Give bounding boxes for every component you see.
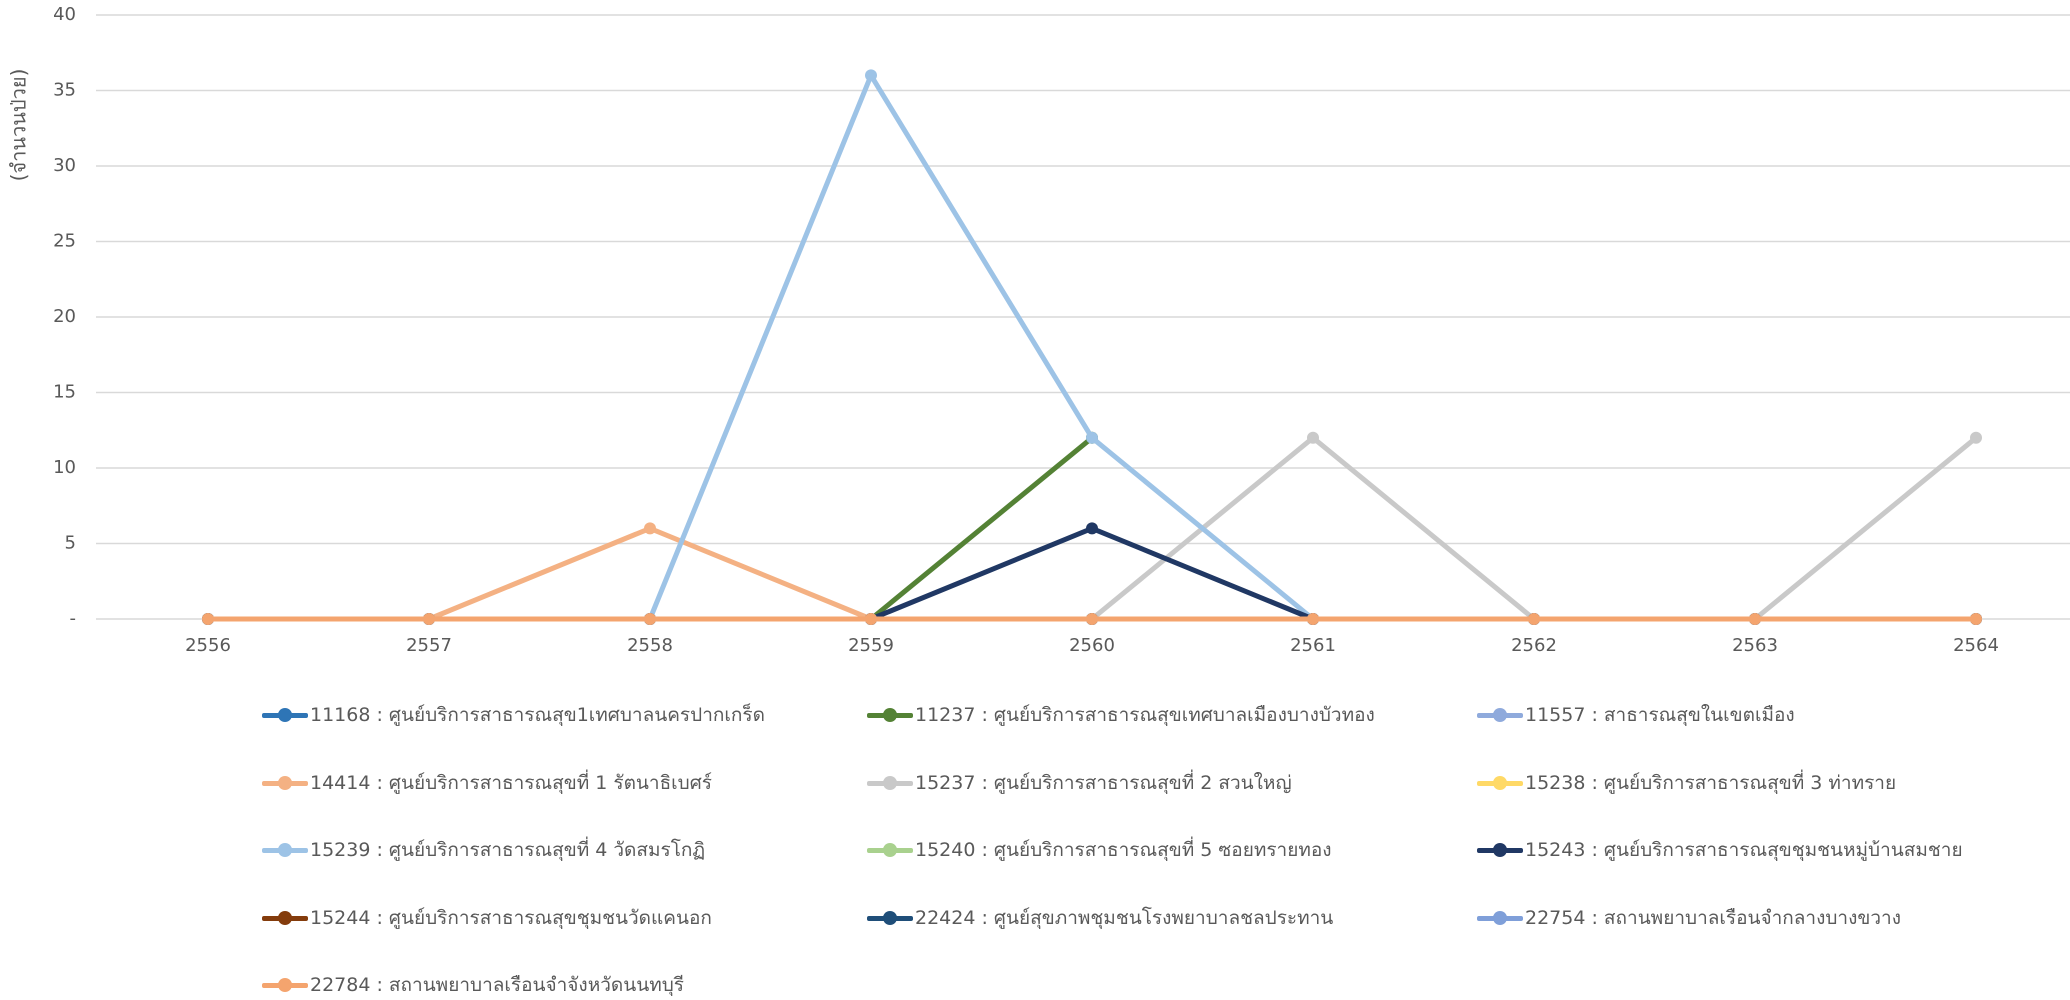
legend-swatch bbox=[262, 775, 308, 790]
legend-swatch bbox=[1477, 843, 1523, 857]
y-tick-label: 15 bbox=[53, 382, 76, 403]
legend-swatch bbox=[262, 910, 308, 925]
data-point bbox=[644, 522, 656, 535]
legend-label: 11237 : ศูนย์บริการสาธารณสุขเทศบาลเมืองบ… bbox=[915, 704, 1375, 726]
legend-item: 11168 : ศูนย์บริการสาธารณสุข1เทศบาลนครปา… bbox=[262, 700, 765, 730]
legend-label: 22754 : สถานพยาบาลเรือนจำกลางบางขวาง bbox=[1525, 906, 1901, 929]
x-axis-ticks: 2556 2557 2558 2559 2560 2561 2562 2563 2564 bbox=[185, 635, 1999, 656]
legend-label: 15238 : ศูนย์บริการสาธารณสุขที่ 3 ท่าทรา… bbox=[1525, 771, 1897, 794]
y-tick-label: 10 bbox=[53, 457, 76, 478]
y-tick-label: 30 bbox=[53, 155, 76, 176]
legend-label: 15244 : ศูนย์บริการสาธารณสุขชุมชนวัดแคนอ… bbox=[310, 906, 712, 929]
x-tick-label: 2557 bbox=[406, 635, 452, 656]
series-4 bbox=[1086, 431, 1982, 625]
legend-swatch bbox=[1477, 775, 1523, 790]
legend-label: 14414 : ศูนย์บริการสาธารณสุขที่ 1 รัตนาธ… bbox=[310, 771, 713, 794]
line-chart: - 5 10 15 20 25 30 35 40 2556 2557 2558 2559 2560 256… bbox=[7, 4, 2070, 656]
legend-item: 15238 : ศูนย์บริการสาธารณสุขที่ 3 ท่าทรา… bbox=[1477, 768, 1896, 798]
data-point bbox=[865, 69, 877, 82]
y-axis-ticks: - 5 10 15 20 25 30 35 40 bbox=[53, 4, 76, 629]
legend-item: 22754 : สถานพยาบาลเรือนจำกลางบางขวาง bbox=[1477, 903, 1901, 933]
legend-label: 22784 : สถานพยาบาลเรือนจำจังหวัดนนทบุรี bbox=[310, 974, 684, 996]
x-tick-label: 2560 bbox=[1069, 635, 1115, 656]
legend-swatch bbox=[867, 708, 913, 722]
legend-label: 15243 : ศูนย์บริการสาธารณสุขชุมชนหมู่บ้า… bbox=[1525, 839, 1963, 861]
data-point bbox=[1086, 522, 1098, 535]
legend-swatch bbox=[867, 843, 913, 857]
x-tick-label: 2556 bbox=[185, 635, 231, 656]
data-point bbox=[1307, 613, 1319, 625]
data-point bbox=[644, 613, 656, 625]
data-point bbox=[1970, 431, 1982, 444]
y-tick-label: - bbox=[70, 608, 77, 629]
gridlines bbox=[96, 14, 2070, 620]
series-line bbox=[647, 72, 1316, 622]
y-tick-label: 25 bbox=[53, 231, 76, 252]
series-line bbox=[1089, 435, 1979, 622]
legend-item: 15240 : ศูนย์บริการสาธารณสุขที่ 5 ซอยทรา… bbox=[867, 835, 1332, 865]
series-12 bbox=[202, 613, 1982, 625]
legend-swatch bbox=[262, 843, 308, 857]
x-tick-label: 2561 bbox=[1290, 635, 1336, 656]
data-point bbox=[865, 613, 877, 625]
legend-label: 15239 : ศูนย์บริการสาธารณสุขที่ 4 วัดสมร… bbox=[310, 839, 706, 861]
y-tick-label: 20 bbox=[53, 306, 76, 327]
legend-item: 15243 : ศูนย์บริการสาธารณสุขชุมชนหมู่บ้า… bbox=[1477, 835, 1963, 865]
legend-label: 15240 : ศูนย์บริการสาธารณสุขที่ 5 ซอยทรา… bbox=[915, 839, 1332, 861]
series-lines bbox=[202, 69, 1982, 625]
y-tick-label: 35 bbox=[53, 80, 76, 101]
x-tick-label: 2564 bbox=[1953, 635, 1999, 656]
legend-label: 11168 : ศูนย์บริการสาธารณสุข1เทศบาลนครปา… bbox=[310, 704, 765, 726]
legend-item: 11237 : ศูนย์บริการสาธารณสุขเทศบาลเมืองบ… bbox=[867, 700, 1375, 730]
data-point bbox=[423, 613, 435, 625]
x-tick-label: 2563 bbox=[1732, 635, 1778, 656]
legend-swatch bbox=[262, 708, 308, 722]
x-tick-label: 2558 bbox=[627, 635, 673, 656]
legend-item: 15237 : ศูนย์บริการสาธารณสุขที่ 2 สวนใหญ… bbox=[867, 768, 1292, 798]
data-point bbox=[1970, 613, 1982, 625]
legend-label: 15237 : ศูนย์บริการสาธารณสุขที่ 2 สวนใหญ… bbox=[915, 771, 1292, 794]
legend-swatch bbox=[262, 978, 308, 992]
series-line bbox=[868, 435, 1095, 622]
series-1 bbox=[865, 431, 1098, 625]
data-point bbox=[1307, 431, 1319, 444]
legend-item: 14414 : ศูนย์บริการสาธารณสุขที่ 1 รัตนาธ… bbox=[262, 768, 712, 798]
data-point bbox=[202, 613, 214, 625]
data-point bbox=[1528, 613, 1540, 625]
x-tick-label: 2559 bbox=[848, 635, 894, 656]
legend-item: 15244 : ศูนย์บริการสาธารณสุขชุมชนวัดแคนอ… bbox=[262, 903, 712, 933]
y-tick-label: 40 bbox=[53, 4, 76, 25]
data-point bbox=[1086, 431, 1098, 444]
legend-swatch bbox=[1477, 910, 1523, 925]
series-3 bbox=[202, 522, 1982, 625]
legend-item: 22784 : สถานพยาบาลเรือนจำจังหวัดนนทบุรี bbox=[262, 970, 684, 1000]
series-line bbox=[205, 525, 1979, 622]
series-line bbox=[868, 525, 1316, 622]
legend-item: 15239 : ศูนย์บริการสาธารณสุขที่ 4 วัดสมร… bbox=[262, 835, 705, 865]
legend-label: 22424 : ศูนย์สุขภาพชุมชนโรงพยาบาลชลประทา… bbox=[915, 906, 1334, 929]
x-tick-label: 2562 bbox=[1511, 635, 1557, 656]
legend-swatch bbox=[867, 775, 913, 790]
legend-swatch bbox=[867, 910, 913, 925]
y-tick-label: 5 bbox=[65, 533, 76, 554]
series-6 bbox=[644, 69, 1319, 625]
legend-item: 11557 : สาธารณสุขในเขตเมือง bbox=[1477, 700, 1795, 730]
data-point bbox=[1749, 613, 1761, 625]
legend-label: 11557 : สาธารณสุขในเขตเมือง bbox=[1525, 704, 1795, 726]
legend-swatch bbox=[1477, 708, 1523, 722]
series-8 bbox=[865, 522, 1319, 625]
y-axis-label: (จำนวนป่วย) bbox=[7, 69, 31, 182]
data-point bbox=[1086, 613, 1098, 625]
legend-item: 22424 : ศูนย์สุขภาพชุมชนโรงพยาบาลชลประทา… bbox=[867, 903, 1333, 933]
